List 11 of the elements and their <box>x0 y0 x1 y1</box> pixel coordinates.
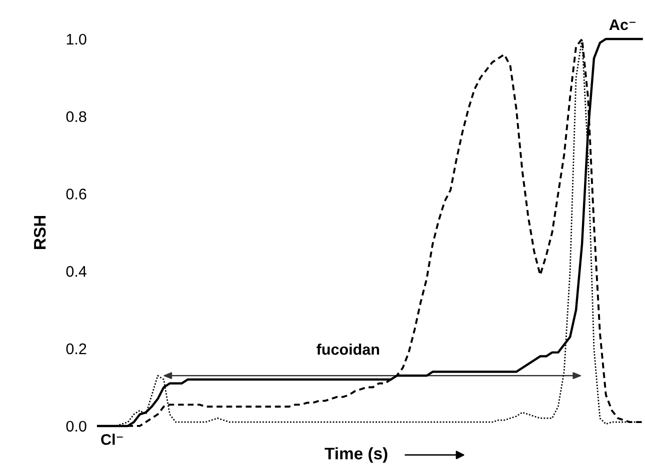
text: Cl⁻ <box>101 434 123 445</box>
y-tick-label: 0.4 <box>66 266 86 277</box>
y-tick-label: 0.8 <box>66 111 86 122</box>
y-axis-title: RSH <box>34 216 46 249</box>
y-tick-label: 0.0 <box>66 420 86 432</box>
y-tick-label: 1.0 <box>66 34 86 45</box>
annotation: fucoidan <box>316 344 380 355</box>
x-axis-title: Time (s) <box>324 447 388 463</box>
text: Ac⁻ <box>609 19 636 30</box>
y-tick-label: 0.2 <box>66 343 86 354</box>
y-tick-label: 0.6 <box>66 188 86 200</box>
